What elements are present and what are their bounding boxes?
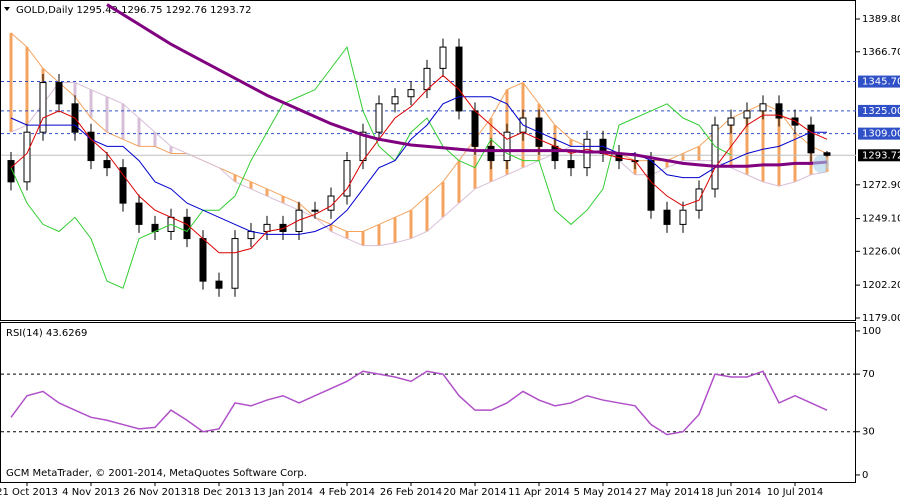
- x-tick-label: 13 Jan 2014: [253, 487, 313, 498]
- y-tick-label: 1366.70: [862, 47, 900, 58]
- level-label: 1309.00: [862, 129, 900, 140]
- highlight: [813, 155, 829, 173]
- candle-body: [551, 145, 559, 162]
- x-tick-label: 27 May 2014: [634, 487, 699, 498]
- candle-body: [503, 131, 511, 162]
- level-box: [858, 75, 900, 88]
- candle-body: [455, 46, 463, 112]
- y-tick-label: 100: [862, 326, 881, 337]
- indicator-line: [106, 3, 828, 168]
- candle-body: [343, 160, 351, 197]
- candle-body: [295, 209, 303, 232]
- candle-body: [423, 67, 431, 91]
- senkou-a: [10, 32, 828, 232]
- x-tick-label: 5 May 2014: [574, 487, 633, 498]
- last-price-box: [858, 149, 900, 162]
- x-tick-label: 18 Jun 2014: [701, 487, 761, 498]
- menu-arrow[interactable]: [4, 7, 10, 11]
- candle-body: [711, 124, 719, 190]
- y-tick-label: 30: [862, 427, 875, 438]
- x-tick-label: 11 Apr 2014: [508, 487, 570, 498]
- x-tick-label: 20 Mar 2014: [443, 487, 506, 498]
- candle-body: [135, 202, 143, 225]
- level-box: [858, 104, 900, 117]
- candle-body: [55, 82, 63, 105]
- senkou-b: [10, 82, 828, 247]
- candle-body: [439, 46, 447, 69]
- y-tick-label: 1202.20: [862, 280, 900, 291]
- candle-body: [647, 160, 655, 211]
- candle-body: [807, 124, 815, 154]
- candle-body: [199, 238, 207, 282]
- candle-body: [487, 145, 495, 162]
- candle-body: [663, 209, 671, 225]
- rsi-panel: [0, 322, 856, 483]
- x-tick-label: 26 Nov 2013: [123, 487, 187, 498]
- x-tick-label: 4 Nov 2013: [62, 487, 120, 498]
- candle-body: [119, 167, 127, 204]
- candle-body: [375, 103, 383, 133]
- level-label: 1345.70: [862, 77, 900, 88]
- x-tick-label: 26 Feb 2014: [380, 487, 442, 498]
- candle-body: [791, 117, 799, 126]
- x-tick-label: 4 Feb 2014: [319, 487, 375, 498]
- price-title: GOLD,Daily 1295.49 1296.75 1292.76 1293.…: [16, 5, 252, 16]
- candle-body: [39, 82, 47, 133]
- candle-body: [743, 110, 751, 119]
- y-tick-label: 1272.90: [862, 180, 900, 191]
- x-tick-label: 21 Oct 2013: [0, 487, 58, 498]
- candle-body: [407, 89, 415, 98]
- candle-body: [391, 96, 399, 105]
- level-label: 1325.00: [862, 106, 900, 117]
- y-tick-label: 70: [862, 369, 875, 380]
- candle-body: [567, 160, 575, 169]
- indicator-line: [10, 74, 828, 254]
- candle-body: [279, 223, 287, 232]
- y-tick-label: 1389.80: [862, 14, 900, 25]
- candle-body: [231, 238, 239, 289]
- indicator-line: [10, 96, 827, 235]
- rsi-title: RSI(14) 43.6269: [6, 328, 87, 339]
- x-tick-label: 18 Dec 2013: [187, 487, 251, 498]
- candle-body: [247, 230, 255, 240]
- last-price-label: 1293.72: [862, 150, 900, 161]
- candle-body: [727, 117, 735, 126]
- rsi-line: [10, 370, 828, 436]
- candle-body: [775, 103, 783, 119]
- level-box: [858, 127, 900, 140]
- y-tick-label: 1226.00: [862, 246, 900, 257]
- plot-layer: 1345.70 1325.00 1309.00 1293.72 1389.80 1366.…: [0, 3, 900, 498]
- candle-body: [87, 131, 95, 162]
- y-tick-label: 0: [862, 470, 868, 481]
- candle-body: [215, 280, 223, 289]
- x-tick-label: 10 Jul 2014: [767, 487, 824, 498]
- candle-body: [7, 160, 15, 183]
- candle-body: [823, 152, 831, 156]
- candle-body: [679, 209, 687, 225]
- candle-body: [471, 110, 479, 147]
- y-tick-label: 1179.00: [862, 313, 900, 324]
- candle-body: [263, 223, 271, 232]
- price-panel: [0, 0, 856, 321]
- candle-body: [103, 160, 111, 169]
- indicator-line: [10, 45, 732, 289]
- candle-body: [311, 209, 319, 212]
- y-tick-label: 1249.10: [862, 214, 900, 225]
- candle-body: [759, 103, 767, 112]
- footer: GCM MetaTrader, © 2001-2014, MetaQuotes …: [6, 468, 307, 479]
- candle-body: [23, 131, 31, 183]
